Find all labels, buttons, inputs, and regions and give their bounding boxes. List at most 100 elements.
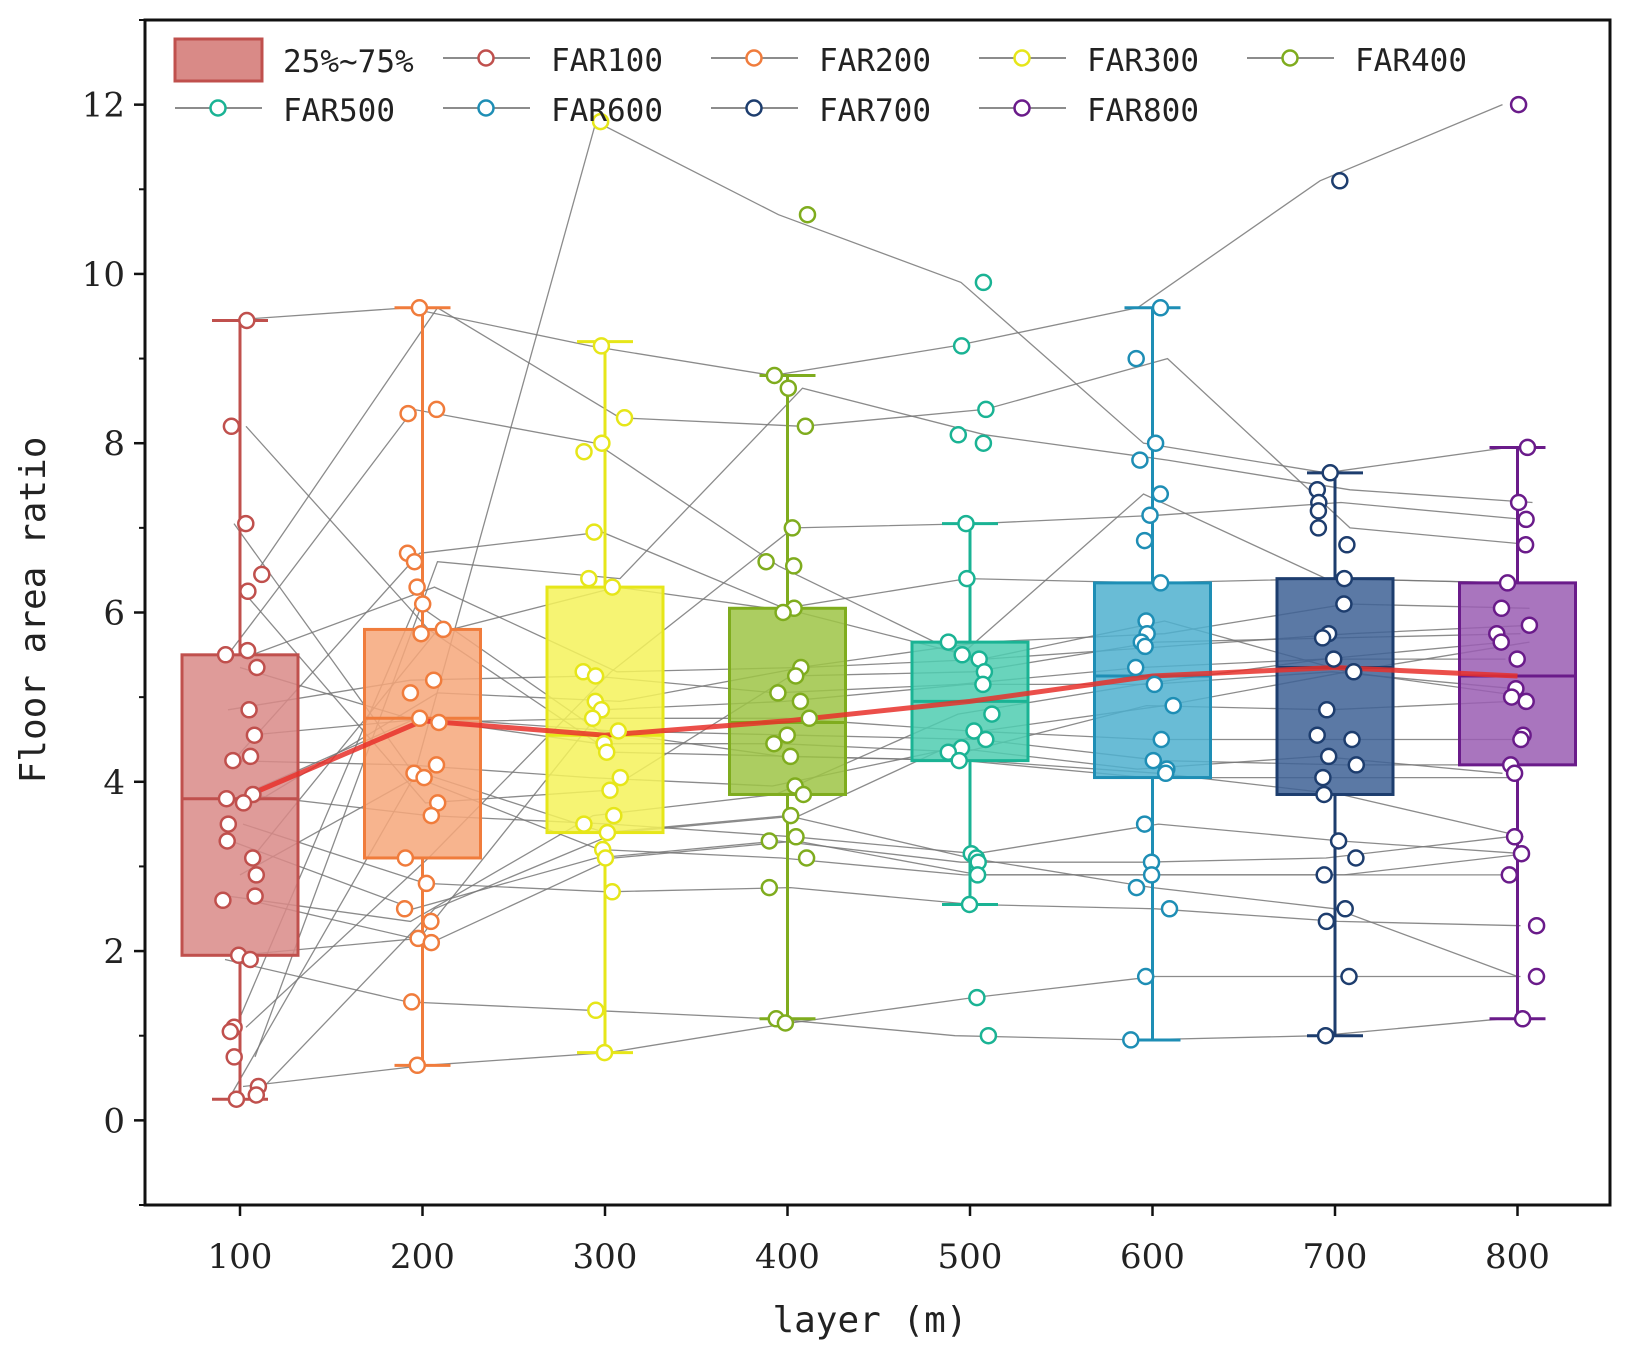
data-point bbox=[395, 900, 414, 918]
data-point bbox=[1318, 701, 1336, 719]
x-tick-label: 100 bbox=[208, 1237, 273, 1277]
data-point bbox=[583, 709, 602, 728]
data-point bbox=[779, 379, 798, 397]
data-point bbox=[417, 874, 436, 893]
data-point bbox=[787, 828, 805, 846]
data-point bbox=[1151, 574, 1170, 592]
data-point bbox=[1509, 493, 1528, 512]
data-point bbox=[216, 646, 235, 664]
data-point bbox=[1126, 658, 1145, 677]
data-point bbox=[1144, 751, 1163, 770]
data-point bbox=[983, 705, 1001, 723]
data-point bbox=[1313, 629, 1332, 647]
x-tick-label: 500 bbox=[938, 1237, 1003, 1277]
data-point bbox=[765, 734, 783, 753]
data-point bbox=[1512, 844, 1531, 863]
data-point bbox=[1516, 536, 1535, 554]
legend-box-label: 25%~75% bbox=[283, 44, 414, 80]
data-point bbox=[243, 849, 262, 867]
data-point bbox=[760, 878, 779, 897]
data-point bbox=[1136, 967, 1155, 986]
data-point bbox=[1151, 485, 1170, 503]
data-point bbox=[1498, 574, 1517, 592]
x-tick-label: 400 bbox=[755, 1237, 820, 1277]
data-point bbox=[1316, 1026, 1335, 1045]
data-point bbox=[1136, 637, 1154, 656]
data-point bbox=[427, 756, 446, 774]
data-point bbox=[415, 768, 433, 787]
data-point bbox=[430, 713, 448, 732]
data-point bbox=[224, 751, 242, 770]
data-point bbox=[1314, 768, 1332, 787]
connector-line bbox=[248, 840, 1527, 944]
data-point bbox=[1152, 730, 1171, 749]
legend-series-marker bbox=[1013, 49, 1031, 67]
data-point bbox=[781, 806, 800, 825]
data-point bbox=[246, 887, 264, 905]
scatter-points bbox=[214, 95, 1546, 1108]
data-point bbox=[784, 557, 803, 575]
legend-series-label: FAR100 bbox=[551, 43, 663, 79]
data-point bbox=[424, 671, 443, 689]
y-tick-label: 10 bbox=[82, 255, 125, 295]
data-point bbox=[245, 726, 264, 744]
data-point bbox=[1517, 510, 1535, 529]
data-point bbox=[1151, 299, 1170, 317]
data-point bbox=[410, 299, 429, 317]
data-point bbox=[765, 366, 784, 385]
data-point bbox=[1509, 95, 1528, 114]
data-point bbox=[1309, 502, 1328, 520]
y-axis-title: Floor area ratio bbox=[13, 437, 54, 784]
data-point bbox=[1146, 434, 1165, 452]
data-point bbox=[1502, 688, 1521, 706]
data-point bbox=[797, 849, 816, 867]
data-point bbox=[965, 722, 983, 740]
x-axis-title: layer (m) bbox=[772, 1300, 967, 1341]
data-point bbox=[221, 1022, 240, 1041]
data-point bbox=[1500, 866, 1519, 884]
data-point bbox=[239, 582, 257, 601]
data-point bbox=[953, 646, 971, 664]
data-point bbox=[1160, 900, 1179, 918]
data-point bbox=[396, 849, 415, 867]
data-point bbox=[781, 747, 800, 766]
data-point bbox=[1517, 692, 1535, 711]
data-point bbox=[783, 519, 802, 537]
data-point bbox=[1135, 815, 1154, 833]
legend-box-swatch bbox=[173, 37, 264, 83]
data-point bbox=[974, 675, 992, 694]
data-point bbox=[422, 933, 441, 952]
legend-series-label: FAR200 bbox=[819, 43, 931, 79]
data-point bbox=[410, 709, 429, 728]
data-point bbox=[760, 832, 779, 850]
data-point bbox=[939, 633, 958, 651]
data-point bbox=[757, 552, 775, 571]
data-point bbox=[248, 658, 266, 677]
legend: 25%~75% FAR100 FAR200 FAR300 FAR400 FAR500 FA… bbox=[173, 37, 1467, 129]
data-point bbox=[1512, 730, 1530, 749]
data-point bbox=[591, 112, 610, 131]
data-point bbox=[240, 701, 258, 719]
data-point bbox=[774, 603, 792, 622]
data-point bbox=[603, 578, 622, 596]
data-point bbox=[1513, 1010, 1532, 1028]
data-point bbox=[402, 993, 421, 1011]
x-tick-label: 300 bbox=[573, 1237, 638, 1277]
data-point bbox=[1127, 349, 1145, 368]
legend-series-marker bbox=[1281, 49, 1299, 67]
data-point bbox=[776, 1014, 795, 1032]
data-point bbox=[1340, 967, 1358, 986]
data-point bbox=[950, 751, 968, 770]
data-point bbox=[586, 667, 605, 685]
data-point bbox=[253, 565, 271, 584]
axes: 0 2 4 6 8 10 12 100 200 300 400 500 600 700 800 bbox=[82, 19, 1550, 1277]
data-point bbox=[1338, 536, 1356, 554]
data-point bbox=[1520, 616, 1539, 634]
data-point bbox=[1335, 569, 1354, 588]
data-point bbox=[427, 400, 446, 419]
data-point bbox=[1122, 1031, 1140, 1049]
data-point bbox=[798, 205, 817, 224]
data-point bbox=[1164, 696, 1182, 715]
data-point bbox=[1308, 726, 1326, 744]
